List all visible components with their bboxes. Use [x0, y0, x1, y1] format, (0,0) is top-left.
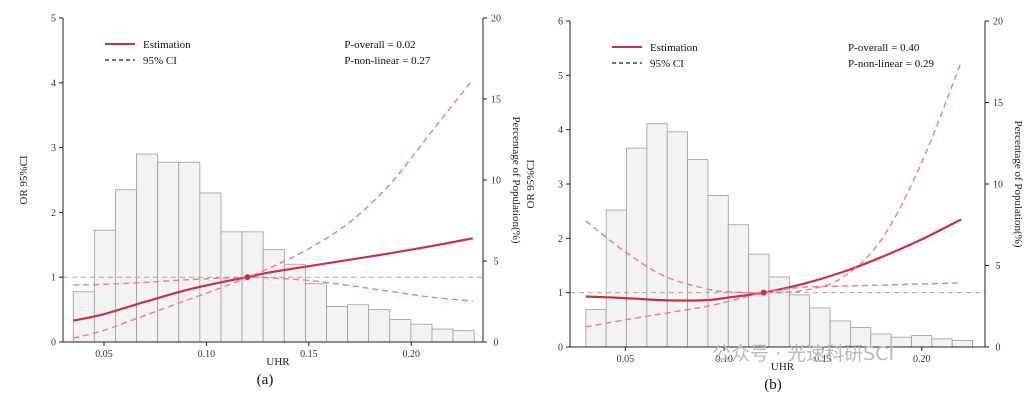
y2-tick-label: 20 [491, 14, 501, 25]
histogram-bar [157, 161, 180, 343]
y-axis-label: OR 95%CI [18, 155, 30, 205]
legend-ci-label: 95% CI [143, 55, 177, 67]
histogram-bar [431, 328, 454, 343]
x-tick-label: 0.15 [814, 354, 832, 365]
panel-b: 0 1 2 3 4 5 6 0 5 10 15 20 0.05 0.10 0.15 0.20 OR 95%CI P… [525, 17, 1024, 394]
histogram-bar [707, 195, 729, 348]
histogram-bar [220, 231, 243, 343]
y2-tick-label: 0 [996, 343, 1001, 354]
histogram-bar [178, 161, 201, 343]
y2-tick-label: 10 [993, 180, 1003, 191]
y-tick-label: 2 [558, 234, 563, 245]
histogram-bar [347, 304, 370, 343]
histogram-bar [646, 123, 668, 348]
x-tick-label: 0.10 [715, 354, 733, 365]
legend-ci-label: 95% CI [650, 58, 684, 70]
histogram-bar [389, 318, 412, 343]
p-nonlinear-text: P-non-linear = 0.29 [848, 58, 934, 70]
histogram-bar [788, 294, 811, 348]
y2-tick-label: 10 [491, 176, 501, 187]
x-tick-label: 0.20 [403, 349, 421, 360]
histogram-bar [890, 336, 912, 348]
watermark-text: 公众号 · 光速科研SCI [712, 343, 894, 365]
histogram-bar [199, 192, 222, 343]
panel-caption: (b) [764, 377, 782, 393]
y-tick-label: 3 [51, 143, 56, 154]
y-axis-label: OR 95%CI [525, 159, 537, 209]
ci-line [73, 79, 474, 339]
y-tick-label: 1 [558, 288, 563, 299]
histogram-bar [687, 159, 709, 348]
y-tick-label: 2 [51, 208, 56, 219]
histogram-bar [136, 153, 159, 343]
histogram-bar [410, 323, 433, 343]
panel-a: 0 1 2 3 4 5 0 5 10 15 20 0.05 0.10 0.15 0.20 OR 95%CI Pe… [18, 14, 522, 389]
histogram-bar [452, 330, 475, 343]
histogram-bar [666, 131, 688, 348]
y2-axis-label: Percentage of Population(%) [510, 116, 522, 243]
x-axis-label: UHR [266, 356, 290, 368]
x-tick-label: 0.05 [617, 354, 635, 365]
y2-tick-label: 0 [494, 338, 499, 349]
estimation-line [73, 237, 473, 322]
y-tick-label: 5 [558, 71, 563, 82]
p-nonlinear-text: P-non-linear = 0.27 [344, 55, 430, 67]
histogram-bar [304, 283, 327, 343]
x-tick-label: 0.15 [300, 349, 318, 360]
histogram-bar [262, 249, 285, 343]
histogram-bar [809, 307, 831, 348]
x-tick-label: 0.20 [913, 354, 931, 365]
histogram-bar [951, 340, 973, 348]
y-tick-label: 4 [558, 125, 563, 136]
y2-tick-label: 15 [491, 95, 501, 106]
panel-caption: (a) [257, 372, 274, 388]
histogram-bar [626, 147, 648, 348]
histogram-bar [368, 309, 391, 343]
ci-line [585, 61, 962, 294]
histogram-bar [911, 335, 933, 348]
histogram-bar [326, 305, 348, 343]
y-tick-label: 3 [558, 180, 563, 191]
p-overall-text: P-overall = 0.40 [848, 42, 920, 54]
y-tick-label: 0 [558, 343, 563, 354]
histogram-bar [931, 338, 953, 348]
histogram-bar [605, 209, 627, 348]
y-tick-label: 1 [51, 273, 56, 284]
histogram-bar [585, 309, 607, 348]
reference-point [760, 289, 767, 296]
ci-line [73, 276, 473, 302]
y-tick-label: 4 [51, 78, 56, 89]
histogram-bar [727, 224, 750, 348]
y2-tick-label: 5 [494, 257, 499, 268]
x-tick-label: 0.05 [95, 349, 113, 360]
x-tick-label: 0.10 [198, 349, 216, 360]
y2-tick-label: 5 [996, 261, 1001, 272]
y-tick-label: 6 [558, 17, 563, 28]
legend-estimation-label: Estimation [650, 42, 698, 54]
p-overall-text: P-overall = 0.02 [344, 39, 415, 51]
y-tick-label: 5 [51, 14, 56, 25]
y2-tick-label: 15 [993, 98, 1003, 109]
histogram-bar [241, 231, 264, 343]
histogram-bar [93, 229, 116, 343]
y2-axis-label: Percentage of Population(%) [1012, 120, 1024, 247]
legend-estimation-label: Estimation [143, 39, 191, 51]
y-tick-label: 0 [51, 338, 56, 349]
x-axis-label: UHR [771, 361, 795, 373]
histogram-bar [748, 253, 770, 348]
y2-tick-label: 20 [993, 17, 1003, 28]
reference-point [244, 274, 251, 281]
histogram-bar [283, 263, 306, 343]
